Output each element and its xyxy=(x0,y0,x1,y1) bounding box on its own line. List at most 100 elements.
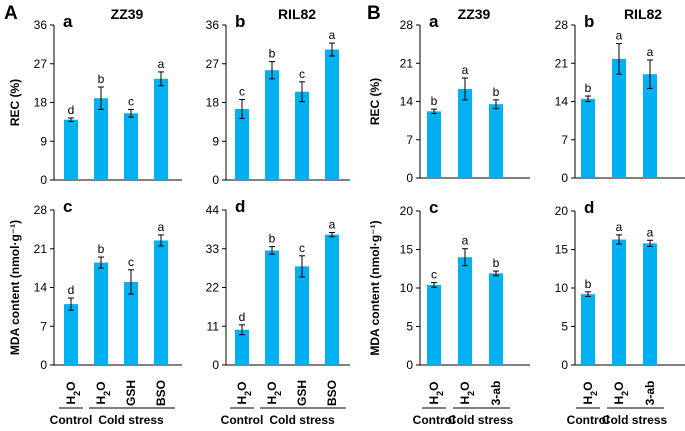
subpanel-letter: b xyxy=(584,12,594,31)
subpanel-letter: a xyxy=(429,12,439,31)
category-label: H2O xyxy=(235,381,253,404)
y-tick-label: 14 xyxy=(34,281,48,295)
significance-letter: c xyxy=(128,255,134,269)
significance-letter: a xyxy=(329,218,336,232)
y-tick-label: 0 xyxy=(212,358,219,372)
bar xyxy=(64,119,78,180)
bar xyxy=(612,239,626,365)
category-label-subscript: 2 xyxy=(102,391,112,396)
category-label: H2O xyxy=(94,381,112,404)
chart-a-a: 0 9 18 27 36 REC (%) a ZZ39 d b c a xyxy=(8,6,182,187)
significance-letter: b xyxy=(585,277,592,291)
category-label: 3-ab xyxy=(489,381,503,406)
significance-letter: b xyxy=(98,242,105,256)
y-tick-label: 36 xyxy=(206,18,220,32)
subpanel-letter: d xyxy=(584,198,594,217)
bar xyxy=(581,98,595,178)
bar xyxy=(581,294,595,365)
significance-letter: b xyxy=(585,81,592,95)
significance-letter: b xyxy=(269,232,276,246)
bar xyxy=(94,262,108,365)
y-tick-label: 28 xyxy=(555,18,569,32)
bar xyxy=(295,91,309,180)
group-label-cold-stress: Cold stress xyxy=(602,413,668,427)
category-label: H2O xyxy=(265,381,283,404)
chart-a-c: 0 7 14 21 28 MDA content (nmol·g⁻¹) c d b c a H2O H2… xyxy=(8,197,182,427)
chart-a-b: 0 9 18 27 36 b RIL82 c b c a xyxy=(206,6,350,187)
group-label-cold-stress: Cold stress xyxy=(98,413,164,427)
category-label: H2O xyxy=(612,381,630,404)
significance-letter: c xyxy=(239,84,245,98)
y-tick-label: 9 xyxy=(40,134,47,148)
subpanel-letter: c xyxy=(429,198,438,217)
category-label: H2O xyxy=(458,381,476,404)
bar xyxy=(235,329,249,365)
chart-b-b: 0 7 14 21 28 b RIL82 b a a xyxy=(555,6,685,185)
chart-b-c: 0 5 10 15 20 MDA content (nmol·g⁻¹) c c a b H2O H2O… xyxy=(368,198,530,427)
category-label: H2O xyxy=(427,381,445,404)
bar xyxy=(235,108,249,180)
group-label-control: Control xyxy=(567,413,610,427)
y-tick-label: 7 xyxy=(40,319,47,333)
category-label-subscript: 2 xyxy=(72,391,82,396)
category-label: H2O xyxy=(581,381,599,404)
y-tick-label: 0 xyxy=(40,358,47,372)
chart-title: ZZ39 xyxy=(458,6,491,22)
category-label: H2O xyxy=(64,381,82,404)
bar xyxy=(458,88,472,178)
significance-letter: a xyxy=(647,45,654,59)
y-tick-label: 33 xyxy=(206,242,220,256)
bar xyxy=(643,74,657,178)
bar xyxy=(124,281,138,365)
y-tick-label: 7 xyxy=(561,133,568,147)
category-label: 3-ab xyxy=(643,381,657,406)
y-tick-label: 18 xyxy=(206,96,220,110)
y-tick-label: 15 xyxy=(555,243,569,257)
significance-letter: a xyxy=(616,220,623,234)
bar xyxy=(427,111,441,178)
category-label-subscript: 2 xyxy=(273,391,283,396)
significance-letter: c xyxy=(431,268,437,282)
bar xyxy=(489,104,503,178)
significance-letter: a xyxy=(616,29,623,43)
chart-b-a: 0 7 14 21 28 REC (%) a ZZ39 b a b xyxy=(368,6,530,185)
y-tick-label: 21 xyxy=(400,56,414,70)
panel-letter-a: A xyxy=(4,3,18,24)
significance-letter: c xyxy=(299,67,305,81)
y-tick-label: 22 xyxy=(206,281,220,295)
y-tick-label: 10 xyxy=(400,281,414,295)
significance-letter: b xyxy=(493,85,500,99)
subpanel-letter: c xyxy=(63,197,72,216)
significance-letter: b xyxy=(98,72,105,86)
category-label: BSO xyxy=(325,380,339,406)
group-label-cold-stress: Cold stress xyxy=(269,413,335,427)
y-tick-label: 5 xyxy=(561,320,568,334)
group-label-control: Control xyxy=(413,413,456,427)
group-label-control: Control xyxy=(50,413,93,427)
bar xyxy=(94,98,108,180)
bar xyxy=(612,58,626,178)
y-tick-label: 20 xyxy=(400,204,414,218)
y-tick-label: 14 xyxy=(400,95,414,109)
significance-letter: a xyxy=(158,220,165,234)
significance-letter: d xyxy=(239,310,246,324)
category-label: BSO xyxy=(154,380,168,406)
significance-letter: b xyxy=(493,256,500,270)
y-tick-label: 36 xyxy=(34,18,48,32)
significance-letter: d xyxy=(68,103,75,117)
significance-letter: b xyxy=(269,47,276,61)
y-tick-label: 15 xyxy=(400,243,414,257)
subpanel-letter: d xyxy=(235,197,245,216)
y-axis-label: REC (%) xyxy=(368,78,382,125)
bar xyxy=(325,234,339,365)
chart-title: RIL82 xyxy=(278,6,316,22)
y-tick-label: 5 xyxy=(406,320,413,334)
bar xyxy=(64,304,78,365)
y-axis-label: REC (%) xyxy=(8,79,22,126)
significance-letter: a xyxy=(647,225,654,239)
y-tick-label: 28 xyxy=(34,203,48,217)
y-tick-label: 20 xyxy=(555,204,569,218)
significance-letter: a xyxy=(462,234,469,248)
